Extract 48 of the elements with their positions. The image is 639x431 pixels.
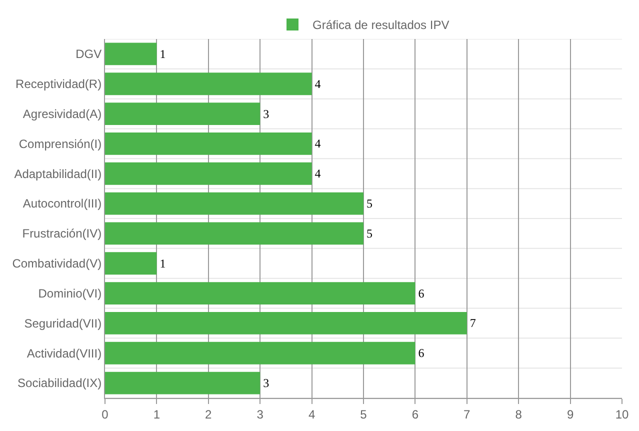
data-label: 7: [470, 316, 476, 330]
data-label: 1: [160, 256, 166, 270]
data-label: 5: [366, 196, 372, 211]
y-tick-label: Dominio(VI): [38, 286, 102, 300]
bar: [105, 192, 364, 215]
x-tick-label: 10: [615, 407, 629, 422]
data-label: 4: [314, 136, 321, 151]
data-label: 6: [418, 286, 424, 300]
bar: [105, 42, 157, 66]
x-tick-label: 6: [412, 407, 419, 422]
bar: [105, 312, 467, 334]
data-label: 1: [160, 46, 166, 61]
data-label: 4: [314, 76, 321, 91]
data-label: 6: [418, 346, 424, 360]
data-label: 5: [366, 226, 372, 240]
y-tick-label: Agresividad(A): [22, 106, 102, 121]
data-label: 3: [263, 106, 270, 121]
x-tick-label: 8: [515, 407, 522, 422]
y-tick-label: Actividad(VIII): [26, 346, 102, 360]
y-tick-label: Receptividad(R): [16, 77, 102, 92]
bar: [105, 372, 260, 394]
bar: [105, 342, 416, 364]
x-tick-label: 9: [566, 407, 574, 422]
x-tick-label: 4: [308, 407, 316, 422]
data-label: 4: [314, 166, 321, 181]
bar: [105, 282, 416, 305]
y-tick-label: Frustración(IV): [22, 226, 102, 241]
bar: [105, 162, 312, 185]
bar: [105, 102, 260, 126]
bar: [105, 132, 312, 155]
y-tick-label: Combatividad(V): [12, 256, 102, 271]
y-tick-label: Sociabilidad(IX): [18, 376, 102, 390]
x-tick-label: 0: [102, 407, 109, 422]
x-tick-label: 1: [153, 407, 160, 422]
y-tick-label: Seguridad(VII): [24, 316, 102, 330]
x-tick-label: 7: [464, 407, 471, 422]
bar: [105, 222, 364, 245]
x-tick-label: 3: [256, 407, 264, 422]
y-tick-label: Adaptabilidad(II): [14, 166, 102, 181]
bar: [105, 252, 157, 275]
data-label: 3: [263, 376, 270, 390]
y-tick-label: Autocontrol(III): [22, 196, 102, 211]
y-tick-label: Comprensión(I): [18, 136, 102, 151]
y-tick-label: DGV: [76, 47, 102, 62]
x-tick-label: 2: [205, 407, 212, 422]
legend-label: Gráfica de resultados IPV: [312, 18, 450, 32]
x-tick-label: 5: [360, 407, 368, 422]
bar: [105, 72, 312, 96]
